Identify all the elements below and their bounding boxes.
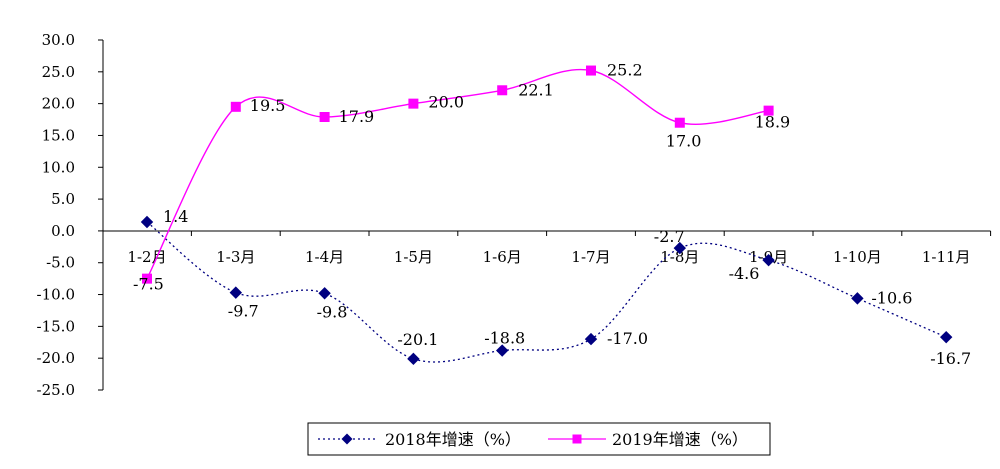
data-point-2018 — [140, 215, 154, 229]
data-point-2018 — [318, 287, 331, 300]
y-tick-label: 5.0 — [51, 190, 75, 208]
y-tick-label: 20.0 — [42, 95, 75, 113]
legend-label: 2018年增速（%） — [385, 430, 521, 449]
data-label: -20.1 — [397, 330, 438, 349]
series-layer — [140, 65, 953, 366]
x-tick-label: 1-10月 — [833, 248, 882, 266]
data-label: -9.8 — [317, 302, 348, 321]
y-tick-label: 0.0 — [51, 222, 75, 240]
y-tick-label: -10.0 — [37, 286, 75, 304]
data-point-2018 — [407, 352, 420, 366]
data-label: 22.1 — [518, 80, 554, 99]
data-label: -16.7 — [930, 349, 971, 368]
legend: 2018年增速（%） 2019年增速（%） — [307, 422, 771, 456]
data-label: -4.6 — [729, 264, 760, 283]
y-tick-label: 25.0 — [42, 63, 75, 81]
data-point-2018 — [851, 292, 864, 305]
x-tick-label: 1-4月 — [305, 248, 344, 266]
y-tick-label: -25.0 — [37, 381, 75, 399]
data-point-2018 — [495, 344, 509, 357]
data-label: -18.8 — [484, 329, 525, 348]
data-point-2019 — [319, 112, 330, 122]
y-tick-label: -20.0 — [37, 349, 75, 367]
legend-marker-diamond — [341, 433, 353, 445]
x-tick-label: 1-3月 — [216, 248, 255, 266]
x-tick-label: 1-6月 — [483, 248, 522, 266]
data-label: -7.5 — [133, 275, 164, 294]
x-axis: 1-2月1-3月1-4月1-5月1-6月1-7月1-8月1-9月1-10月1-1… — [102, 230, 992, 266]
data-label: -17.0 — [607, 329, 648, 348]
data-label: -9.7 — [228, 302, 259, 321]
x-tick-label: 1-7月 — [571, 248, 610, 266]
data-point-2019 — [586, 65, 596, 76]
data-point-2018 — [229, 286, 243, 299]
data-label: 25.2 — [607, 61, 643, 80]
data-label: 17.9 — [339, 107, 375, 126]
data-point-2018 — [673, 241, 687, 255]
x-tick-label: 1-5月 — [394, 248, 433, 266]
x-tick-label: 1-11月 — [922, 248, 971, 266]
y-tick-label: -5.0 — [46, 254, 75, 272]
y-tick-label: -15.0 — [37, 317, 75, 335]
data-labels: 1.4 -9.7 -9.8 -20.1 -18.8 -17.0 -2.7 -4.6 -10.6 -… — [133, 61, 971, 369]
data-point-2019 — [142, 273, 152, 284]
x-tick-label: 1-8月 — [660, 248, 699, 266]
y-tick-label: 30.0 — [42, 31, 75, 49]
data-point-2019 — [497, 85, 508, 96]
data-point-2018 — [584, 332, 598, 346]
legend-label: 2019年增速（%） — [612, 430, 748, 449]
data-point-2019 — [230, 101, 241, 112]
data-point-2019 — [763, 105, 774, 116]
data-label: 17.0 — [666, 132, 702, 151]
series-line-2018 — [146, 221, 947, 363]
x-tick-label: 1-2月 — [127, 248, 166, 266]
data-point-2018 — [939, 330, 953, 344]
data-point-2019 — [674, 117, 685, 128]
y-axis: 30.0 25.0 20.0 15.0 10.0 5.0 0.0 -5.0 -10.0 -15.0… — [37, 31, 104, 399]
legend-box — [307, 422, 771, 456]
data-label: 1.4 — [163, 207, 188, 226]
data-label: -10.6 — [871, 288, 912, 307]
series-line-2019 — [146, 68, 769, 279]
data-label: -2.7 — [654, 227, 685, 246]
y-tick-label: 10.0 — [42, 158, 75, 176]
y-tick-label: 15.0 — [42, 126, 75, 144]
data-label: 19.5 — [250, 96, 286, 115]
data-label: 20.0 — [428, 93, 464, 112]
data-point-2019 — [408, 98, 419, 109]
data-point-2018 — [762, 253, 775, 267]
data-label: 18.9 — [755, 113, 791, 132]
legend-marker-square — [572, 434, 582, 444]
